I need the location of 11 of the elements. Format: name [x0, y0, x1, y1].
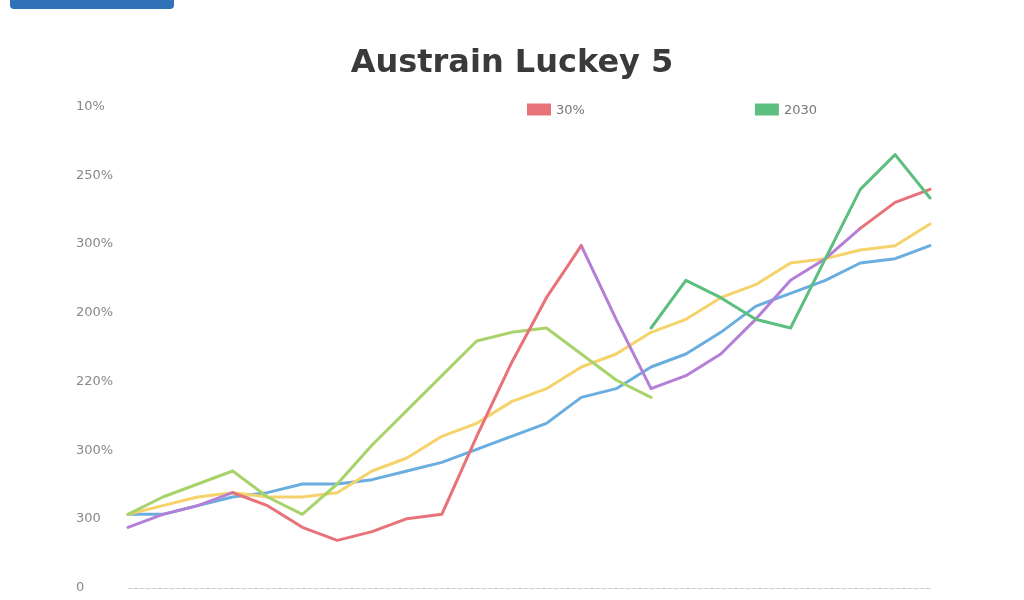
text: 300: [76, 510, 101, 526]
legend-label: 2030: [783, 102, 817, 117]
text: 250%: [76, 166, 114, 182]
text: 0: [76, 579, 85, 594]
text: 300%: [76, 441, 114, 457]
text: 300%: [76, 235, 114, 251]
legend-label: 30%: [556, 102, 585, 117]
text: 200%: [76, 304, 114, 320]
text: 220%: [76, 372, 114, 388]
chart-title: Austrain Luckey 5: [350, 42, 674, 80]
text: 10%: [76, 98, 105, 113]
